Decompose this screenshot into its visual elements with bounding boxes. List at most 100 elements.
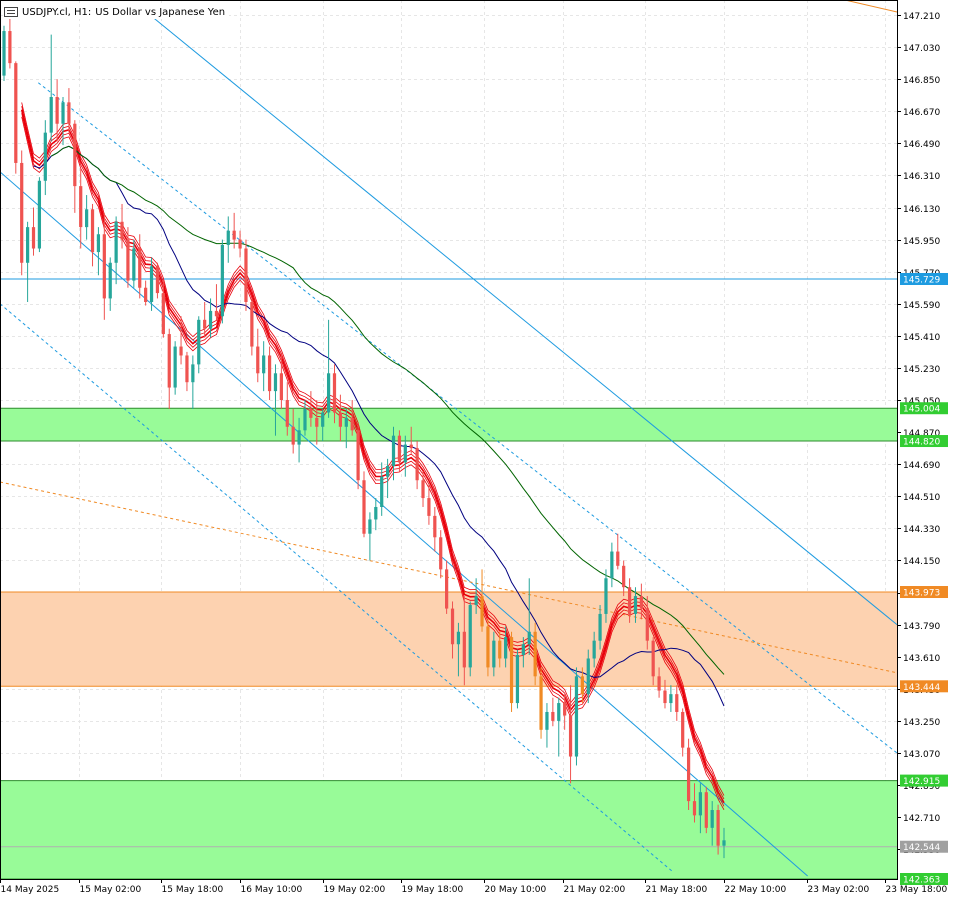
time-axis: 14 May 2025 15 May 02:00 15 May 18:00 16 Ma… <box>0 879 948 895</box>
candle-body <box>391 435 396 466</box>
candle-body <box>474 596 478 606</box>
channel-dash-upper <box>37 82 898 754</box>
candle-body <box>675 694 679 712</box>
price-label: 143.444 <box>900 680 948 693</box>
candle-body <box>645 608 649 641</box>
chart-header: USDJPY.cl, H1: US Dollar vs Japanese Yen <box>4 5 230 19</box>
candle-body <box>439 537 443 570</box>
candle-body <box>220 244 224 317</box>
trendlines <box>0 0 898 877</box>
candle <box>67 88 71 133</box>
candle-body <box>657 676 661 691</box>
price-tick-label: 147.210 <box>903 12 940 22</box>
candle-body <box>25 227 30 263</box>
price-label-bg <box>900 774 948 787</box>
candle-body <box>232 230 236 240</box>
candle <box>433 506 437 552</box>
time-tick-label: 23 May 18:00 <box>886 885 948 895</box>
time-tick-label: 19 May 18:00 <box>402 885 464 895</box>
candle-body <box>633 596 638 614</box>
candle-body <box>126 239 130 281</box>
candle <box>114 216 118 285</box>
price-label: 143.973 <box>900 586 948 599</box>
candle <box>545 703 549 748</box>
price-tick-label: 144.870 <box>903 429 940 439</box>
candle-body <box>427 498 431 516</box>
candle-body <box>79 186 83 228</box>
candle <box>509 631 514 712</box>
candle <box>108 257 112 311</box>
candle <box>315 400 319 445</box>
ma-red-1 <box>21 113 725 807</box>
candle <box>450 601 455 659</box>
candle-body <box>486 626 490 668</box>
candle-body <box>722 840 726 846</box>
price-label-bg <box>900 840 948 853</box>
candle <box>704 786 708 834</box>
candle <box>8 16 12 69</box>
candle <box>96 227 101 276</box>
candle-body <box>704 792 708 828</box>
price-tick-label: 145.590 <box>903 301 940 311</box>
price-label-text: 142.544 <box>903 843 940 853</box>
price-axis: 147.210 147.030 146.850 146.670 146.490 146.3… <box>0 0 948 886</box>
candle <box>474 578 478 614</box>
price-label-bg <box>900 586 948 599</box>
candle-body <box>191 364 195 383</box>
candle <box>604 569 608 623</box>
candle-body <box>120 221 124 240</box>
candle-body <box>415 448 419 481</box>
candle <box>20 150 24 276</box>
time-tick-label: 15 May 02:00 <box>80 885 142 895</box>
candle <box>651 637 655 686</box>
candle-body <box>492 640 496 668</box>
channel-upper-solid <box>149 14 898 626</box>
candle <box>527 578 531 655</box>
price-tick-label: 144.690 <box>903 461 940 471</box>
candle-body <box>563 703 567 716</box>
candle-body <box>326 373 331 413</box>
candle-body <box>244 248 248 302</box>
candle <box>409 426 413 454</box>
price-tick-label: 144.330 <box>903 525 940 535</box>
price-tick-label: 143.250 <box>903 718 940 728</box>
price-label: 142.363 <box>900 873 948 886</box>
price-label-bg <box>900 873 948 885</box>
candle <box>627 578 632 623</box>
candle <box>686 738 691 811</box>
candle <box>356 423 360 490</box>
candle-body <box>309 408 313 418</box>
price-tick-label: 147.030 <box>903 44 940 54</box>
candle <box>309 391 313 427</box>
candle <box>138 234 142 299</box>
candle <box>515 649 520 709</box>
candle <box>273 364 278 436</box>
candle <box>645 596 649 650</box>
candle <box>244 239 248 311</box>
candle <box>208 298 213 338</box>
candle <box>716 804 720 855</box>
price-label-text: 142.363 <box>903 876 940 886</box>
candle-body <box>179 346 183 356</box>
channel-mid-solid <box>0 171 808 877</box>
ma-blue <box>33 145 725 707</box>
price-label: 142.544 <box>900 840 948 853</box>
price-label-text: 143.973 <box>903 589 940 599</box>
candle <box>480 569 484 632</box>
candle <box>456 622 461 677</box>
menu-icon[interactable] <box>4 7 18 17</box>
candle <box>226 216 230 263</box>
candle <box>144 280 148 306</box>
price-tick-label: 145.230 <box>903 365 940 375</box>
price-label-text: 145.004 <box>903 405 940 415</box>
plot-frame <box>0 0 898 880</box>
candle <box>297 417 301 463</box>
candle <box>568 685 573 784</box>
candle-body <box>515 654 520 704</box>
candle <box>639 583 643 620</box>
candle <box>61 96 65 146</box>
candle-body <box>208 310 213 329</box>
candle-body <box>403 444 407 463</box>
candle <box>710 801 714 846</box>
